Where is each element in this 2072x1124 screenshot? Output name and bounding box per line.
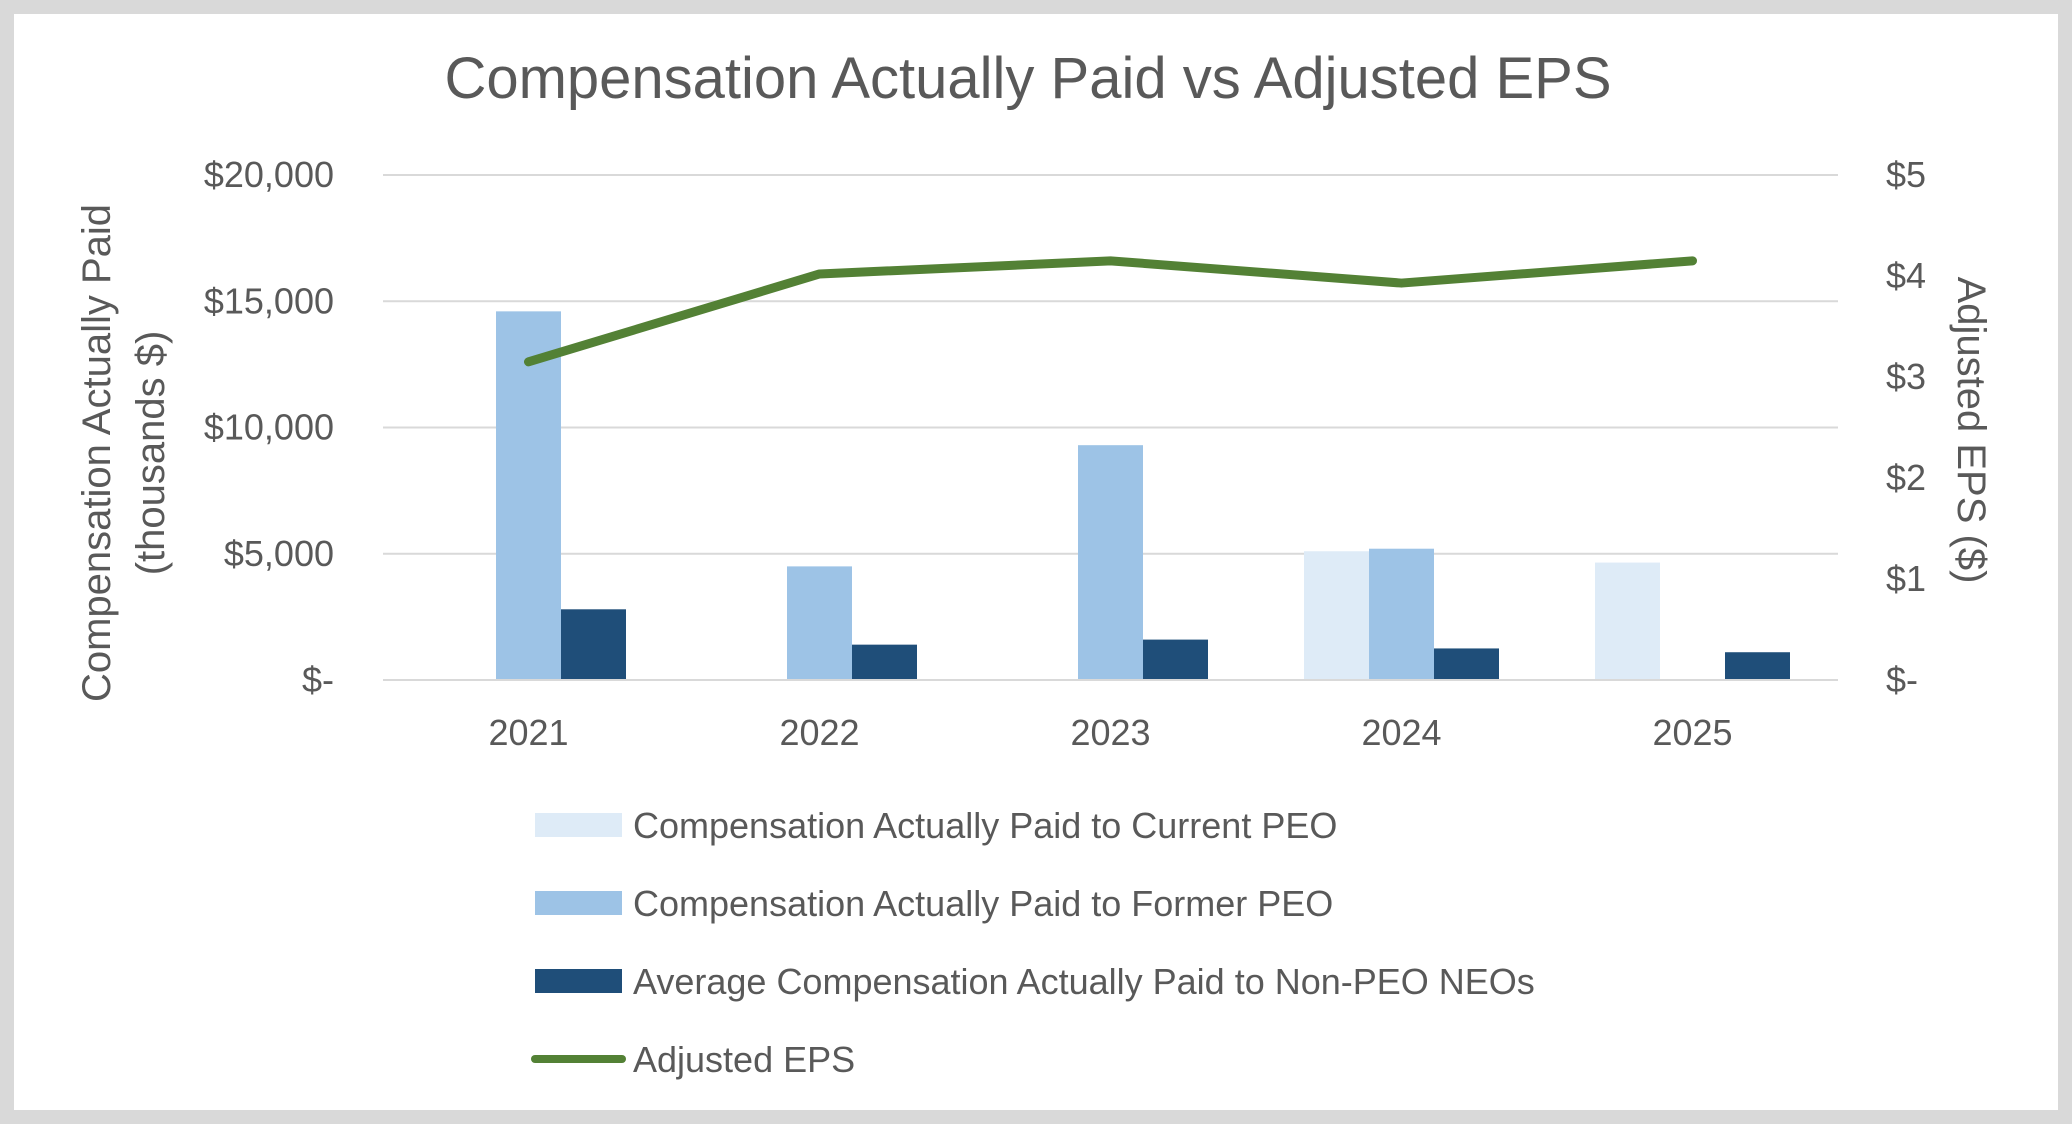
left-tick-label: $- [302,659,334,700]
bar-former-peo [787,566,852,680]
left-tick-label: $10,000 [204,407,334,448]
bar-non-peo-neo [1143,639,1208,680]
bar-former-peo [496,311,561,680]
adjusted-eps-point [818,272,821,275]
left-tick-label: $20,000 [204,154,334,195]
left-axis-title-line1: Compensation Actually Paid [75,204,119,702]
x-tick-label: 2021 [488,712,568,753]
x-tick-label: 2024 [1361,712,1441,753]
bars [383,311,1838,681]
bar-former-peo [1369,548,1434,680]
right-axis-title: Adjusted EPS ($) [1949,277,1993,584]
legend-non-peo-neo-swatch [535,969,622,993]
adjusted-eps-point [1691,259,1694,262]
legend-current-peo-label: Compensation Actually Paid to Current PE… [633,805,1337,846]
bar-non-peo-neo [852,644,917,680]
right-tick-label: $4 [1886,255,1926,296]
x-tick-label: 2023 [1070,712,1150,753]
right-tick-label: $3 [1886,356,1926,397]
x-tick-label: 2022 [779,712,859,753]
right-axis-ticks: $- $1 $2 $3 $4 $5 [1886,154,1926,700]
bar-former-peo [1078,445,1143,680]
adjusted-eps-line [524,256,1697,367]
right-tick-label: $5 [1886,154,1926,195]
adjusted-eps-point [527,360,530,363]
bar-non-peo-neo [561,609,626,680]
left-axis-title-line2: (thousands $) [129,331,173,576]
legend-former-peo-label: Compensation Actually Paid to Former PEO [633,883,1333,924]
adjusted-eps-point [1400,282,1403,285]
left-tick-label: $5,000 [224,533,334,574]
bar-non-peo-neo [1434,648,1499,680]
x-tick-label: 2025 [1652,712,1732,753]
bar-current-peo [1304,551,1369,680]
right-tick-label: $2 [1886,457,1926,498]
adjusted-eps-point [1109,259,1112,262]
right-tick-label: $1 [1886,558,1926,599]
left-tick-label: $15,000 [204,280,334,321]
left-axis-ticks: $- $5,000 $10,000 $15,000 $20,000 [204,154,334,700]
bar-current-peo [1595,562,1660,680]
chart-title: Compensation Actually Paid vs Adjusted E… [444,46,1611,111]
x-axis-labels: 2021 2022 2023 2024 2025 [488,712,1732,753]
legend-adjusted-eps-label: Adjusted EPS [633,1039,855,1080]
legend-non-peo-neo-label: Average Compensation Actually Paid to No… [633,961,1535,1002]
bar-non-peo-neo [1725,652,1790,680]
legend: Compensation Actually Paid to Current PE… [531,805,1535,1080]
legend-former-peo-swatch [535,891,622,915]
eps-line-group [524,256,1697,367]
legend-current-peo-swatch [535,813,622,837]
right-tick-label: $- [1886,659,1918,700]
